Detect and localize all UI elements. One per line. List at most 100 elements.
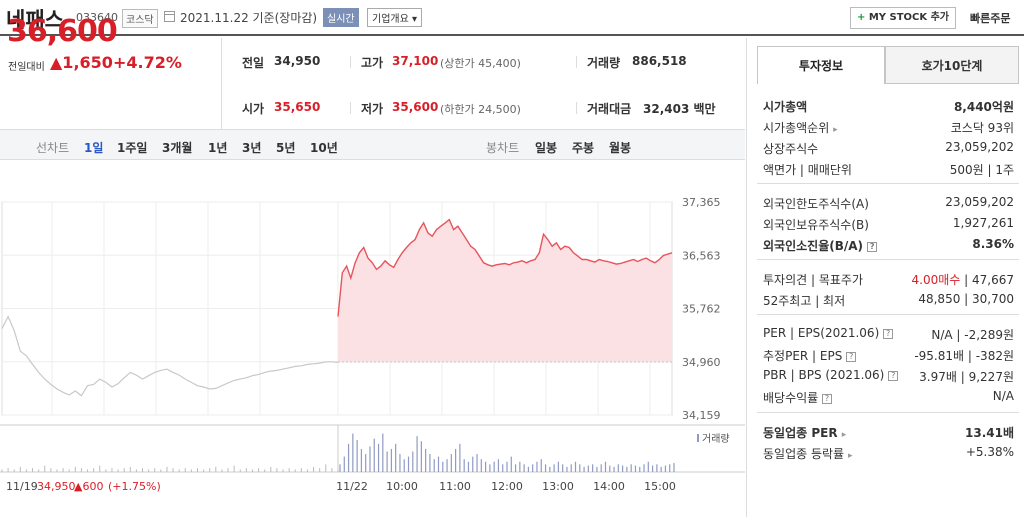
volume-legend: 거래량 — [702, 433, 730, 445]
open-value: 35,650 — [274, 100, 321, 114]
plus-icon: + — [856, 12, 866, 23]
prev-day-line — [1, 315, 339, 397]
x-tick-label: 15:00 — [644, 480, 676, 493]
pbr-label: PBR | BPS (2021.06) ? — [763, 368, 899, 382]
prev-day-close: 34,950 — [37, 480, 76, 493]
my-stock-add-label: MY STOCK 추가 — [868, 12, 950, 23]
current-price: 36,600 — [7, 14, 118, 49]
today-line — [337, 218, 673, 317]
calendar-icon — [164, 11, 175, 22]
my-stock-add-button[interactable]: + MY STOCK 추가 — [850, 7, 956, 29]
foreign-hold-label: 외국인보유주식수(B) — [763, 218, 869, 232]
trade-amount-label: 거래대금 — [587, 102, 632, 116]
high-value: 37,100 — [392, 54, 439, 68]
help-icon[interactable]: ? — [846, 351, 857, 362]
open-label: 시가 — [242, 102, 265, 116]
volume-label: 거래량 — [587, 56, 621, 70]
opinion-value: 4.00매수 | 47,667 — [911, 273, 1014, 287]
sector-rate-value: +5.38% — [965, 445, 1014, 459]
lower-limit: (하한가 24,500) — [440, 103, 521, 116]
y-tick-label: 34,960 — [682, 356, 721, 369]
foreign-rate-label: 외국인소진율(B/A) ? — [763, 237, 878, 254]
foreign-rate-value: 8.36% — [972, 237, 1014, 251]
cap-rank-label: 시가총액순위 ▸ — [763, 121, 838, 135]
sector-rate-label: 동일업종 등락률 ▸ — [763, 447, 853, 461]
section-divider — [757, 183, 1019, 184]
tab-10y[interactable]: 10년 — [310, 141, 338, 155]
per-label: PER | EPS(2021.06) ? — [763, 326, 894, 340]
low-value: 35,600 — [392, 100, 439, 114]
tab-order-book[interactable]: 호가10단계 — [885, 46, 1019, 84]
tab-1w[interactable]: 1주일 — [117, 141, 148, 155]
price-chart[interactable]: 37,365 36,563 35,762 34,960 34,159 거래량 11/22 10… — [0, 160, 745, 517]
prev-day-date: 11/19 — [6, 480, 38, 493]
x-tick-label: 14:00 — [593, 480, 625, 493]
divider — [576, 102, 577, 114]
tab-daily[interactable]: 일봉 — [535, 141, 558, 155]
market-badge: 코스닥 — [122, 9, 158, 28]
y-tick-label: 34,159 — [682, 409, 721, 422]
change-rate: +4.72% — [113, 53, 182, 72]
upper-limit: (상한가 45,400) — [440, 57, 521, 70]
pbr-value: 3.97배 | 9,227원 — [919, 370, 1014, 384]
week52-label: 52주최고 | 최저 — [763, 294, 846, 308]
panel-divider — [746, 38, 747, 517]
date-text: 2021.11.22 기준(장마감) — [180, 11, 318, 25]
help-icon[interactable]: ? — [883, 328, 894, 339]
prev-close-label: 전일 — [242, 56, 265, 70]
tab-1d[interactable]: 1일 — [84, 141, 104, 155]
tab-invest-info[interactable]: 투자정보 — [757, 46, 885, 84]
x-tick-label: 11:00 — [439, 480, 471, 493]
quick-order-link[interactable]: 빠른주문 — [970, 12, 1011, 25]
stock-name: 네패스 — [6, 8, 64, 32]
prev-day-rate: (+1.75%) — [108, 480, 161, 493]
stock-code: 033640 — [76, 11, 118, 24]
shares-label: 상장주식수 — [763, 142, 819, 156]
prev-close-value: 34,950 — [274, 54, 321, 68]
help-icon[interactable]: ? — [822, 393, 833, 404]
sector-per-value: 13.41배 — [965, 426, 1014, 440]
tab-monthly[interactable]: 월봉 — [609, 141, 632, 155]
company-overview-dropdown[interactable]: 기업개요 ▾ — [367, 8, 422, 27]
price-box — [0, 38, 222, 129]
cap-rank-value: 코스닥 93위 — [950, 121, 1014, 135]
est-per-label: 추정PER | EPS ? — [763, 347, 857, 364]
change-label: 전일대비 — [8, 62, 45, 73]
today-area — [338, 219, 672, 362]
dividend-label: 배당수익률 ? — [763, 389, 833, 406]
volume-value: 886,518 — [632, 54, 687, 68]
par-value: 500원 | 1주 — [949, 163, 1014, 177]
shares-value: 23,059,202 — [945, 140, 1014, 154]
tab-weekly[interactable]: 주봉 — [572, 141, 595, 155]
stock-header — [0, 0, 1024, 36]
help-icon[interactable]: ? — [867, 241, 878, 252]
y-tick-label: 37,365 — [682, 196, 721, 209]
section-divider — [757, 314, 1019, 315]
volume-legend-swatch — [697, 434, 699, 442]
divider — [350, 56, 351, 68]
line-chart-label: 선차트 — [36, 141, 70, 155]
week52-value: 48,850 | 30,700 — [918, 292, 1014, 306]
market-cap-label: 시가총액 — [763, 100, 808, 114]
high-label: 고가 — [361, 56, 384, 70]
low-label: 저가 — [361, 102, 384, 116]
sector-per-label: 동일업종 PER ▸ — [763, 426, 847, 440]
tab-1y[interactable]: 1년 — [208, 141, 228, 155]
per-value: N/A | -2,289원 — [931, 328, 1014, 342]
x-tick-label: 13:00 — [542, 480, 574, 493]
realtime-button[interactable]: 실시간 — [323, 8, 359, 27]
foreign-limit-label: 외국인한도주식수(A) — [763, 197, 869, 211]
x-tick-label: 11/22 — [336, 480, 368, 493]
foreign-limit-value: 23,059,202 — [945, 195, 1014, 209]
trade-amount-value: 32,403 백만 — [643, 102, 716, 116]
tab-5y[interactable]: 5년 — [276, 141, 296, 155]
candle-chart-label: 봉차트 — [486, 141, 520, 155]
tab-3m[interactable]: 3개월 — [162, 141, 193, 155]
tab-3y[interactable]: 3년 — [242, 141, 262, 155]
section-divider — [757, 412, 1019, 413]
y-tick-label: 36,563 — [682, 249, 721, 262]
y-tick-label: 35,762 — [682, 303, 721, 316]
help-icon[interactable]: ? — [888, 370, 899, 381]
par-label: 액면가 | 매매단위 — [763, 163, 852, 177]
market-cap-value: 8,440억원 — [953, 100, 1014, 114]
